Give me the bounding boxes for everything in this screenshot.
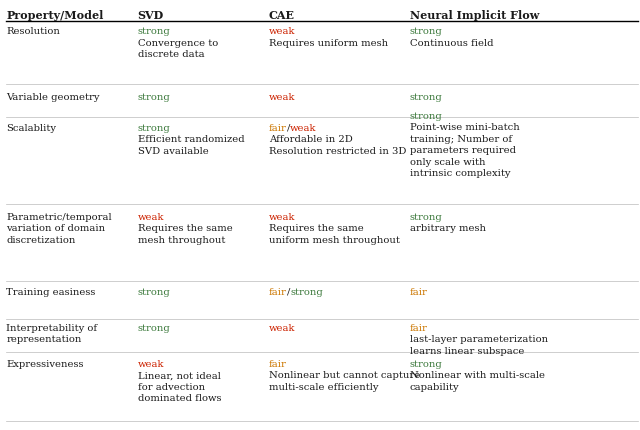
- Text: parameters required: parameters required: [410, 146, 516, 155]
- Text: variation of domain: variation of domain: [6, 224, 106, 233]
- Text: weak: weak: [269, 27, 295, 36]
- Text: fair: fair: [269, 359, 287, 368]
- Text: Interpretability of: Interpretability of: [6, 323, 97, 332]
- Text: strong: strong: [138, 93, 170, 102]
- Text: strong: strong: [410, 212, 442, 221]
- Text: Continuous field: Continuous field: [410, 38, 493, 47]
- Text: Efficient randomized: Efficient randomized: [138, 135, 244, 144]
- Text: Nonlinear but cannot capture: Nonlinear but cannot capture: [269, 371, 420, 380]
- Text: for advection: for advection: [138, 382, 205, 391]
- Text: Scalablity: Scalablity: [6, 124, 56, 133]
- Text: Parametric/temporal: Parametric/temporal: [6, 212, 112, 221]
- Text: /: /: [287, 124, 290, 133]
- Text: arbitrary mesh: arbitrary mesh: [410, 224, 486, 233]
- Text: weak: weak: [269, 323, 295, 332]
- Text: Expressiveness: Expressiveness: [6, 359, 84, 368]
- Text: Nonlinear with multi-scale: Nonlinear with multi-scale: [410, 371, 545, 380]
- Text: fair: fair: [269, 287, 287, 296]
- Text: Property/Model: Property/Model: [6, 10, 104, 21]
- Text: Requires the same: Requires the same: [269, 224, 364, 233]
- Text: discrete data: discrete data: [138, 50, 204, 59]
- Text: discretization: discretization: [6, 236, 76, 244]
- Text: strong: strong: [138, 323, 170, 332]
- Text: weak: weak: [138, 212, 164, 221]
- Text: multi-scale efficiently: multi-scale efficiently: [269, 382, 378, 391]
- Text: strong: strong: [410, 93, 442, 102]
- Text: fair: fair: [410, 323, 428, 332]
- Text: weak: weak: [269, 212, 295, 221]
- Text: fair: fair: [269, 124, 287, 133]
- Text: /: /: [287, 287, 290, 296]
- Text: CAE: CAE: [269, 10, 295, 21]
- Text: Variable geometry: Variable geometry: [6, 93, 100, 102]
- Text: dominated flows: dominated flows: [138, 393, 221, 402]
- Text: SVD: SVD: [138, 10, 164, 21]
- Text: uniform mesh throughout: uniform mesh throughout: [269, 236, 399, 244]
- Text: Training easiness: Training easiness: [6, 287, 96, 296]
- Text: learns linear subspace: learns linear subspace: [410, 346, 524, 355]
- Text: training; Number of: training; Number of: [410, 135, 512, 144]
- Text: strong: strong: [138, 287, 170, 296]
- Text: intrinsic complexity: intrinsic complexity: [410, 169, 510, 178]
- Text: representation: representation: [6, 335, 82, 344]
- Text: strong: strong: [138, 124, 170, 133]
- Text: Requires the same: Requires the same: [138, 224, 232, 233]
- Text: Resolution: Resolution: [6, 27, 60, 36]
- Text: strong: strong: [290, 287, 323, 296]
- Text: strong: strong: [138, 27, 170, 36]
- Text: only scale with: only scale with: [410, 158, 485, 166]
- Text: strong: strong: [410, 359, 442, 368]
- Text: Neural Implicit Flow: Neural Implicit Flow: [410, 10, 539, 21]
- Text: Affordable in 2D: Affordable in 2D: [269, 135, 353, 144]
- Text: Requires uniform mesh: Requires uniform mesh: [269, 38, 388, 47]
- Text: Convergence to: Convergence to: [138, 38, 218, 47]
- Text: fair: fair: [410, 287, 428, 296]
- Text: capability: capability: [410, 382, 460, 391]
- Text: last-layer parameterization: last-layer parameterization: [410, 335, 548, 344]
- Text: strong: strong: [410, 27, 442, 36]
- Text: Point-wise mini-batch: Point-wise mini-batch: [410, 123, 519, 132]
- Text: SVD available: SVD available: [138, 147, 209, 156]
- Text: weak: weak: [269, 93, 295, 102]
- Text: Linear, not ideal: Linear, not ideal: [138, 371, 220, 380]
- Text: mesh throughout: mesh throughout: [138, 236, 225, 244]
- Text: weak: weak: [138, 359, 164, 368]
- Text: strong: strong: [410, 112, 442, 121]
- Text: Resolution restricted in 3D: Resolution restricted in 3D: [269, 147, 406, 156]
- Text: weak: weak: [290, 124, 317, 133]
